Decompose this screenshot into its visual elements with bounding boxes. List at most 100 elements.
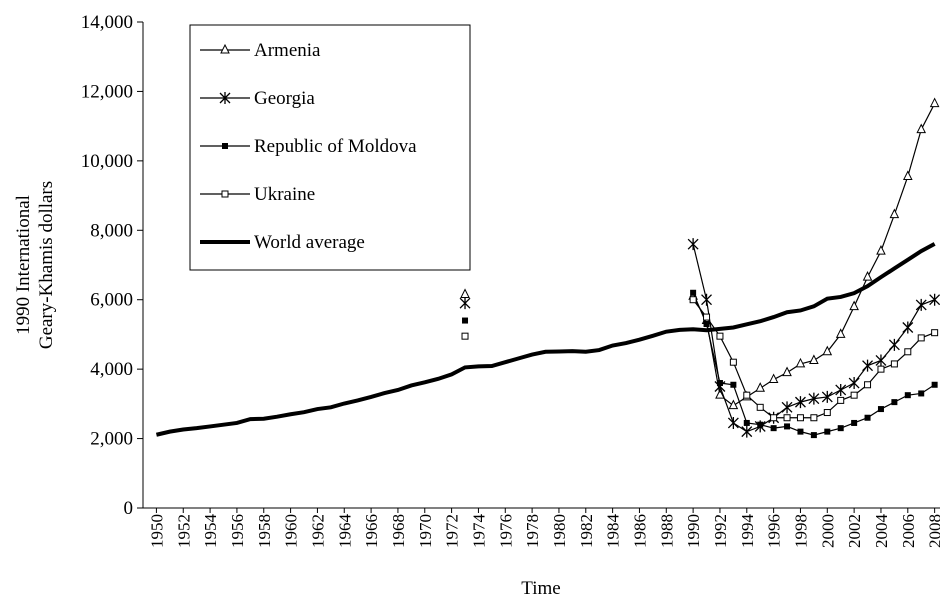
data-point <box>743 391 751 399</box>
data-point <box>796 414 804 422</box>
data-point <box>835 383 847 396</box>
x-tick-label: 1978 <box>523 514 542 548</box>
data-point <box>851 419 858 426</box>
data-point <box>716 380 723 387</box>
legend-label: World average <box>254 232 365 253</box>
data-point <box>703 313 711 321</box>
x-tick-label: 2004 <box>872 514 891 549</box>
data-point <box>877 406 884 413</box>
data-point <box>918 390 925 397</box>
legend-marker <box>222 143 228 149</box>
data-point <box>889 208 900 219</box>
data-point <box>797 428 804 435</box>
y-tick-label: 8,000 <box>90 220 133 241</box>
x-tick-label: 2000 <box>818 514 837 548</box>
x-tick-label: 1964 <box>335 514 354 549</box>
legend-label: Republic of Moldova <box>254 136 417 157</box>
x-tick-label: 1958 <box>255 514 274 548</box>
x-tick-label: 1988 <box>657 514 676 548</box>
data-point <box>768 373 779 384</box>
data-point <box>904 348 912 356</box>
x-tick-label: 1974 <box>469 514 488 549</box>
data-point <box>835 328 846 338</box>
data-point <box>837 425 844 432</box>
data-point <box>728 399 739 410</box>
x-tick-label: 1960 <box>282 514 301 548</box>
data-point <box>459 297 471 310</box>
legend-label: Georgia <box>254 88 315 109</box>
data-point <box>741 425 753 438</box>
data-point <box>864 381 872 389</box>
data-point <box>864 414 871 421</box>
data-point <box>460 288 470 299</box>
data-point <box>810 414 818 422</box>
data-point <box>770 414 778 422</box>
data-point <box>877 365 885 373</box>
y-axis-title: 1990 International <box>13 195 34 335</box>
x-tick-label: 1970 <box>416 514 435 548</box>
data-point <box>687 238 699 251</box>
legend-label: Ukraine <box>254 184 315 205</box>
data-point <box>850 391 858 399</box>
data-point <box>875 354 887 367</box>
data-point <box>730 381 737 388</box>
data-point <box>904 392 911 399</box>
data-point <box>743 419 750 426</box>
x-tick-label: 1962 <box>308 514 327 548</box>
legend-marker <box>220 43 230 54</box>
x-tick-label: 2008 <box>926 514 940 548</box>
data-point <box>915 298 927 311</box>
y-tick-label: 0 <box>124 498 134 519</box>
x-tick-label: 1952 <box>174 514 193 548</box>
data-point <box>715 389 725 399</box>
y-tick-label: 2,000 <box>90 429 133 450</box>
x-tick-label: 1990 <box>684 514 703 548</box>
data-point <box>756 403 764 411</box>
x-tick-label: 1980 <box>550 514 569 548</box>
data-point <box>794 396 806 409</box>
data-point <box>809 354 819 364</box>
y-axis-title: Geary-Khamis dollars <box>36 181 57 349</box>
x-tick-label: 1998 <box>791 514 810 548</box>
y-tick-label: 12,000 <box>81 81 133 102</box>
data-point <box>824 428 831 435</box>
data-point <box>770 425 777 432</box>
data-point <box>690 289 697 296</box>
data-point <box>808 392 820 405</box>
data-point <box>782 366 792 377</box>
data-point <box>757 421 764 428</box>
data-point <box>917 334 925 342</box>
y-tick-label: 10,000 <box>81 151 133 172</box>
x-tick-label: 2006 <box>899 514 918 548</box>
data-point <box>781 401 793 414</box>
data-point <box>716 332 724 340</box>
data-point <box>703 321 710 328</box>
data-point <box>822 345 833 356</box>
x-axis-title: Time <box>521 578 560 599</box>
data-point <box>729 358 737 366</box>
data-point <box>862 359 874 372</box>
data-point <box>821 390 833 403</box>
x-tick-label: 1992 <box>711 514 730 548</box>
data-point <box>755 382 766 392</box>
x-tick-label: 2002 <box>845 514 864 548</box>
data-point <box>823 409 831 417</box>
series-line <box>155 242 936 437</box>
x-tick-label: 1994 <box>738 514 757 549</box>
x-tick-label: 1986 <box>630 514 649 548</box>
x-tick-label: 1954 <box>201 514 220 549</box>
data-point <box>848 377 860 390</box>
data-point <box>931 381 938 388</box>
x-tick-label: 1956 <box>228 514 247 548</box>
data-point <box>902 170 913 180</box>
data-point <box>810 432 817 439</box>
data-point <box>462 317 469 324</box>
x-tick-label: 1972 <box>443 514 462 548</box>
x-tick-label: 1976 <box>496 514 515 548</box>
y-tick-label: 6,000 <box>90 290 133 311</box>
x-tick-label: 1966 <box>362 514 381 548</box>
data-point <box>837 396 845 404</box>
data-point <box>931 329 939 337</box>
x-tick-label: 1982 <box>577 514 596 548</box>
